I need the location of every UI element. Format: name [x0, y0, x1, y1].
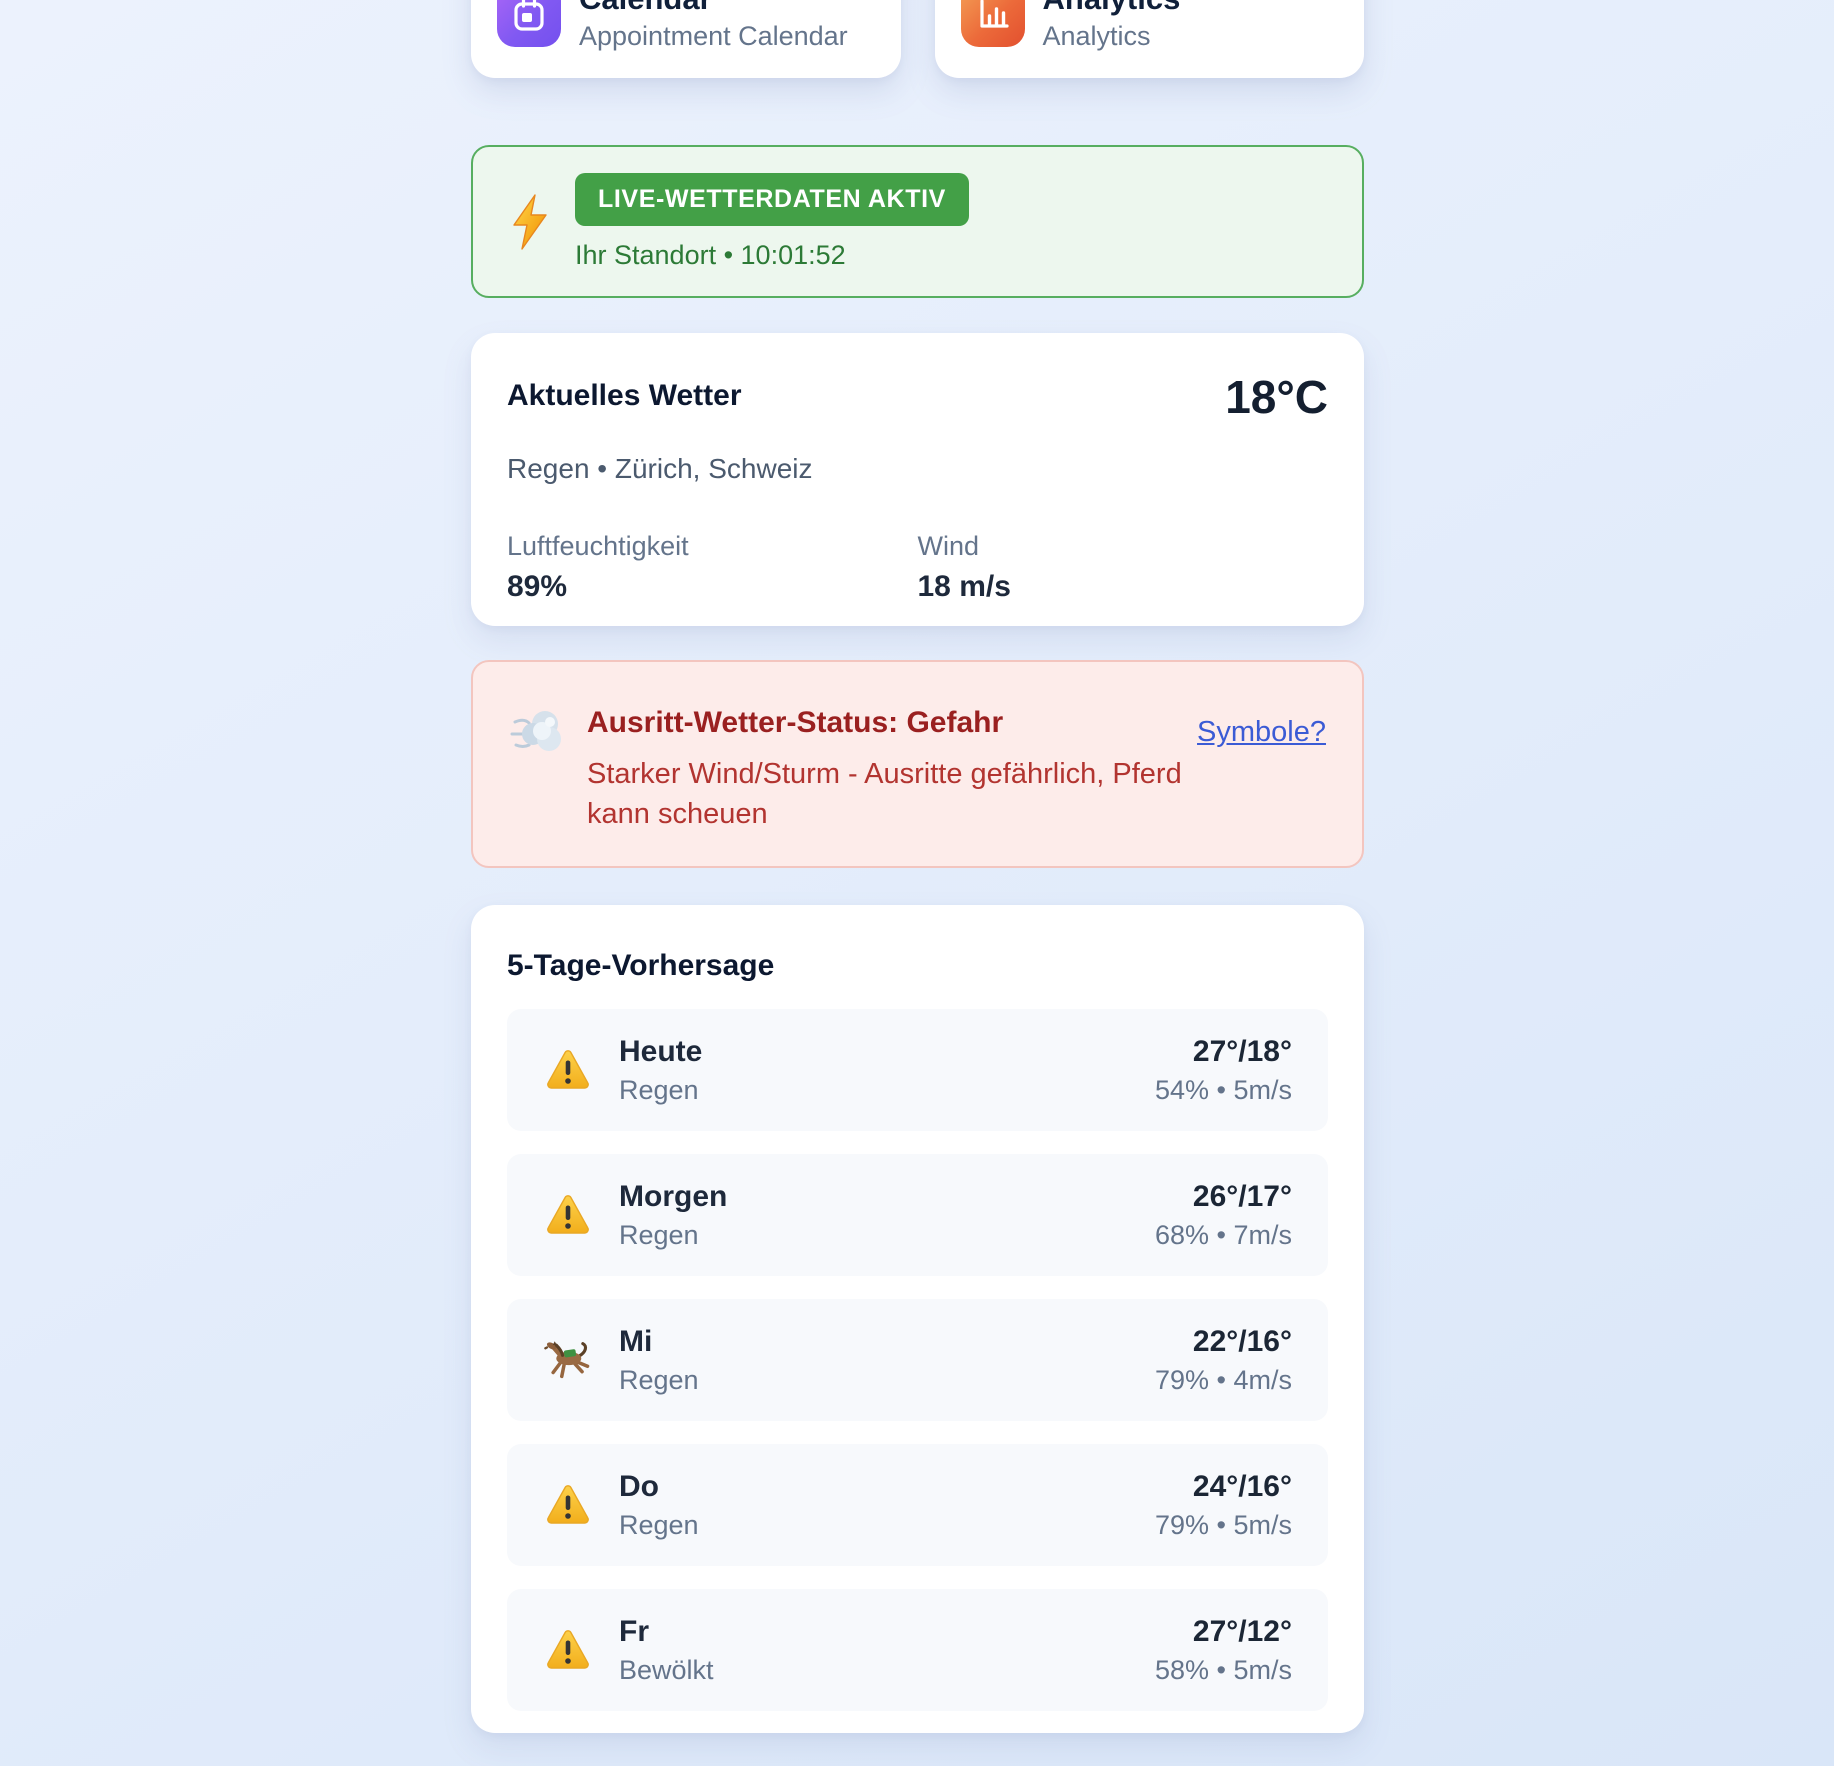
forecast-row-icon-wrap: [543, 1337, 593, 1383]
humidity-label: Luftfeuchtigkeit: [507, 531, 689, 561]
alert-message-line-2: kann scheuen: [587, 798, 768, 830]
wind-label: Wind: [917, 531, 980, 561]
forecast-day: Do: [619, 1470, 659, 1503]
forecast-row-icon-wrap: [543, 1483, 593, 1527]
forecast-row: Fr Bewölkt 27°/12° 58% • 5m/s: [507, 1589, 1328, 1711]
current-weather-header: Aktuelles Wetter 18°C: [507, 374, 1328, 420]
lightning-icon: [513, 193, 547, 250]
forecast-day-block: Heute Regen: [619, 1035, 702, 1105]
warning-icon: [547, 1195, 589, 1234]
humidity-value: 89%: [507, 570, 568, 603]
forecast-list: Heute Regen 27°/18° 54% • 5m/s Morgen Re…: [507, 1009, 1328, 1711]
forecast-row-icon-wrap: [543, 1193, 593, 1237]
forecast-row: Heute Regen 27°/18° 54% • 5m/s: [507, 1009, 1328, 1131]
forecast-values-block: 22°/16° 79% • 4m/s: [1155, 1325, 1292, 1395]
analytics-card[interactable]: Analytics Analytics: [934, 0, 1364, 78]
forecast-condition: Bewölkt: [619, 1655, 714, 1685]
forecast-condition: Regen: [619, 1075, 699, 1105]
warning-icon: [547, 1630, 589, 1669]
forecast-row-icon-wrap: [543, 1628, 593, 1672]
forecast-condition: Regen: [619, 1220, 699, 1250]
calendar-card-subtitle: Appointment Calendar: [579, 21, 848, 51]
forecast-details: 79% • 5m/s: [1154, 1510, 1292, 1540]
forecast-condition: Regen: [619, 1365, 699, 1395]
analytics-card-title: Analytics: [1043, 0, 1181, 16]
current-weather-card: Aktuelles Wetter 18°C Regen • Zürich, Sc…: [471, 333, 1364, 626]
forecast-values-block: 24°/16° 79% • 5m/s: [1155, 1470, 1292, 1540]
analytics-card-text: Analytics Analytics: [1043, 0, 1181, 51]
forecast-day: Heute: [619, 1035, 703, 1068]
calendar-card-text: Calendar Appointment Calendar: [579, 0, 848, 51]
alert-message: Starker Wind/Sturm - Ausritte gefährlich…: [587, 754, 1197, 834]
forecast-condition: Regen: [619, 1510, 699, 1540]
forecast-details: 58% • 5m/s: [1154, 1655, 1292, 1685]
calendar-card-title: Calendar: [579, 0, 848, 16]
forecast-card: 5-Tage-Vorhersage Heute Regen 27°/18° 54…: [471, 905, 1364, 1733]
warning-icon: [547, 1485, 589, 1524]
forecast-day: Fr: [619, 1615, 649, 1648]
forecast-title: 5-Tage-Vorhersage: [507, 949, 775, 982]
forecast-temps: 27°/12°: [1192, 1615, 1292, 1648]
forecast-row: Mi Regen 22°/16° 79% • 4m/s: [507, 1299, 1328, 1421]
forecast-row-icon-wrap: [543, 1048, 593, 1092]
forecast-details: 68% • 7m/s: [1154, 1220, 1292, 1250]
current-weather-title: Aktuelles Wetter: [507, 379, 742, 412]
bar-chart-icon: [960, 0, 1025, 47]
forecast-day-block: Mi Regen: [619, 1325, 699, 1395]
weather-stats: Luftfeuchtigkeit 89% Wind 18 m/s: [507, 531, 1329, 604]
location-timestamp: Ihr Standort • 10:01:52: [575, 240, 846, 270]
forecast-details: 54% • 5m/s: [1154, 1075, 1292, 1105]
forecast-day-block: Do Regen: [619, 1470, 699, 1540]
forecast-temps: 26°/17°: [1192, 1180, 1292, 1213]
forecast-day-block: Morgen Regen: [619, 1180, 727, 1250]
calendar-card[interactable]: Calendar Appointment Calendar: [471, 0, 901, 78]
forecast-row: Morgen Regen 26°/17° 68% • 7m/s: [507, 1154, 1328, 1276]
forecast-details: 79% • 4m/s: [1154, 1365, 1292, 1395]
forecast-day: Mi: [619, 1325, 653, 1358]
forecast-values-block: 26°/17° 68% • 7m/s: [1155, 1180, 1292, 1250]
riding-weather-alert: Ausritt-Wetter-Status: Gefahr Starker Wi…: [471, 660, 1364, 868]
wind-gust-icon: [510, 711, 561, 751]
analytics-card-subtitle: Analytics: [1042, 21, 1151, 51]
current-temperature: 18°C: [1225, 371, 1328, 423]
alert-text-block: Ausritt-Wetter-Status: Gefahr Starker Wi…: [587, 662, 1197, 834]
calendar-icon: [497, 0, 561, 47]
content-column: Calendar Appointment Calendar Analytics …: [471, 0, 1364, 1766]
forecast-temps: 27°/18°: [1192, 1035, 1292, 1068]
symbols-link[interactable]: Symbole?: [1197, 716, 1326, 748]
live-banner-text: LIVE-WETTERDATEN AKTIV Ihr Standort • 10…: [575, 173, 969, 270]
forecast-temps: 24°/16°: [1192, 1470, 1292, 1503]
wind-value: 18 m/s: [917, 570, 1011, 603]
wind-stat: Wind 18 m/s: [917, 531, 1329, 604]
forecast-values-block: 27°/18° 54% • 5m/s: [1155, 1035, 1292, 1105]
quick-cards-row: Calendar Appointment Calendar Analytics …: [471, 0, 1364, 78]
forecast-day: Morgen: [619, 1180, 728, 1213]
horse-icon: [544, 1341, 590, 1379]
current-condition: Regen • Zürich, Schweiz: [507, 453, 813, 484]
forecast-day-block: Fr Bewölkt: [619, 1615, 714, 1685]
live-weather-banner: LIVE-WETTERDATEN AKTIV Ihr Standort • 10…: [471, 145, 1364, 298]
forecast-row: Do Regen 24°/16° 79% • 5m/s: [507, 1444, 1328, 1566]
live-status-badge: LIVE-WETTERDATEN AKTIV: [575, 173, 969, 226]
forecast-temps: 22°/16°: [1192, 1325, 1292, 1358]
forecast-values-block: 27°/12° 58% • 5m/s: [1155, 1615, 1292, 1685]
alert-message-line-1: Starker Wind/Sturm - Ausritte gefährlich…: [587, 758, 1182, 790]
alert-title: Ausritt-Wetter-Status: Gefahr: [587, 706, 1004, 739]
warning-icon: [547, 1050, 589, 1089]
humidity-stat: Luftfeuchtigkeit 89%: [507, 531, 918, 604]
